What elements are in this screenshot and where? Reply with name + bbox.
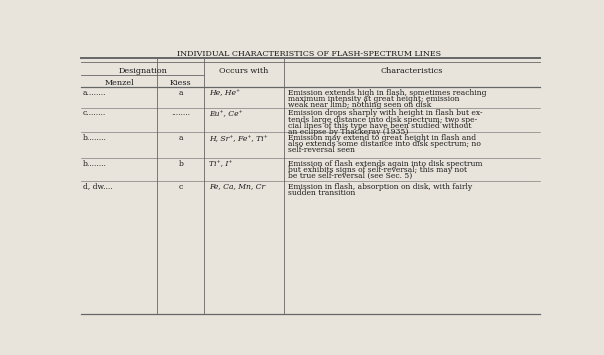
Text: Eu⁺, Ce⁺: Eu⁺, Ce⁺	[209, 109, 243, 117]
Text: H, Sr⁺, Fe⁺, Ti⁺: H, Sr⁺, Fe⁺, Ti⁺	[209, 134, 268, 142]
Text: Designation: Designation	[118, 67, 167, 75]
Text: weak near limb; nothing seen on disk: weak near limb; nothing seen on disk	[288, 101, 431, 109]
Text: b........: b........	[83, 160, 107, 168]
Text: d, dw....: d, dw....	[83, 182, 112, 191]
Text: but exhibits signs of self-reversal; this may not: but exhibits signs of self-reversal; thi…	[288, 166, 466, 174]
Text: He, He⁺: He, He⁺	[209, 88, 240, 97]
Text: tends large distance into disk spectrum; two spe-: tends large distance into disk spectrum;…	[288, 116, 477, 124]
Text: Fe, Ca, Mn, Cr: Fe, Ca, Mn, Cr	[209, 182, 265, 191]
Text: an eclipse by Thackeray (1935): an eclipse by Thackeray (1935)	[288, 128, 408, 136]
Text: Emission in flash, absorption on disk, with fairly: Emission in flash, absorption on disk, w…	[288, 182, 472, 191]
Text: self-reversal seen: self-reversal seen	[288, 147, 355, 154]
Text: Kiess: Kiess	[170, 79, 191, 87]
Text: ........: ........	[172, 109, 190, 117]
Text: Ti⁺, I⁺: Ti⁺, I⁺	[209, 160, 233, 168]
Text: b........: b........	[83, 134, 107, 142]
Text: cial lines of this type have been studied without: cial lines of this type have been studie…	[288, 122, 471, 130]
Text: also extends some distance into disk spectrum; no: also extends some distance into disk spe…	[288, 140, 480, 148]
Text: a........: a........	[83, 88, 106, 97]
Text: Characteristics: Characteristics	[381, 67, 443, 75]
Text: a: a	[179, 88, 183, 97]
Text: c........: c........	[83, 109, 106, 117]
Text: Menzel: Menzel	[104, 79, 134, 87]
Text: maximum intensity at great height; emission: maximum intensity at great height; emiss…	[288, 95, 459, 103]
Text: Occurs with: Occurs with	[219, 67, 269, 75]
Text: Emission extends high in flash, sometimes reaching: Emission extends high in flash, sometime…	[288, 88, 486, 97]
Text: Emission drops sharply with height in flash but ex-: Emission drops sharply with height in fl…	[288, 109, 482, 117]
Text: Emission may extend to great height in flash and: Emission may extend to great height in f…	[288, 134, 476, 142]
Text: INDIVIDUAL CHARACTERISTICS OF FLASH-SPECTRUM LINES: INDIVIDUAL CHARACTERISTICS OF FLASH-SPEC…	[178, 50, 442, 58]
Text: sudden transition: sudden transition	[288, 189, 355, 197]
Text: be true self-reversal (see Sec. 5): be true self-reversal (see Sec. 5)	[288, 172, 412, 180]
Text: Emission of flash extends again into disk spectrum: Emission of flash extends again into dis…	[288, 160, 482, 168]
Text: a: a	[179, 134, 183, 142]
Text: c: c	[179, 182, 183, 191]
Text: b: b	[178, 160, 183, 168]
